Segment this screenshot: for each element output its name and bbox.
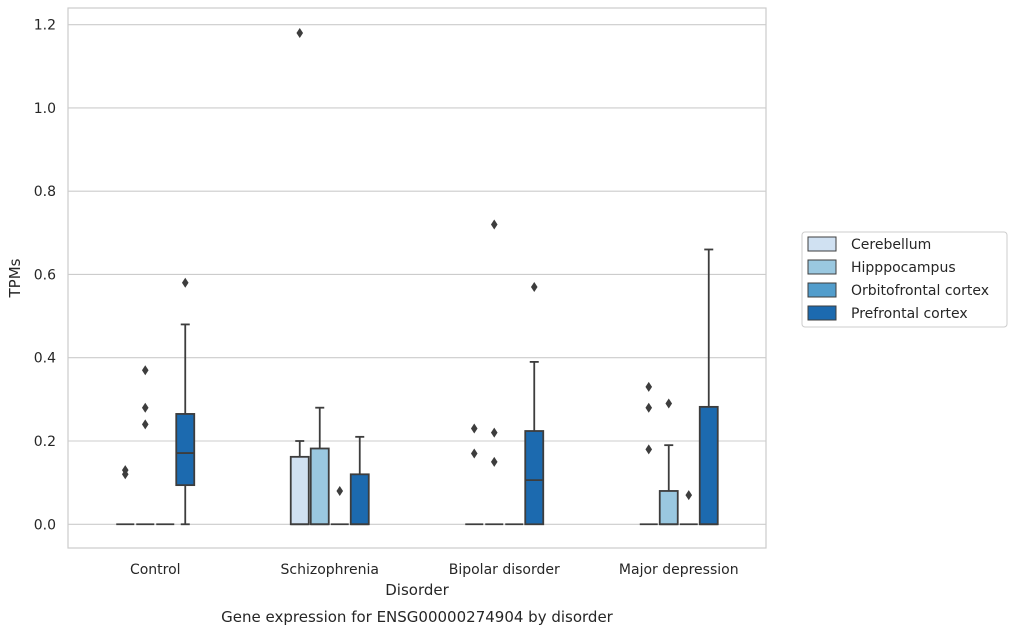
x-tick-label: Bipolar disorder [449,562,560,578]
legend: Cerebellum Hipppocampus Orbitofrontal cort… [801,231,1008,328]
x-axis-label: Disorder [385,581,449,599]
legend-label: Orbitofrontal cortex [851,283,989,299]
box-group [485,219,504,526]
outlier-point [645,381,653,392]
outlier-point [490,427,498,438]
box-group [289,27,310,526]
box-body [698,405,719,526]
box-group [175,277,196,526]
box-body [175,413,196,487]
legend-frame [801,231,1008,328]
outlier-point [141,419,149,430]
legend-label: Prefrontal cortex [851,306,968,322]
x-tick-labels: Control Schizophrenia Bipolar disorder Majo… [130,562,739,578]
x-tick-label: Control [130,562,181,578]
axes-frame [67,7,767,549]
box-group [524,281,545,526]
box-group [679,490,698,526]
chart-caption: Gene expression for ENSG00000274904 by d… [221,608,614,626]
box-body [309,447,330,526]
outlier-point [645,444,653,455]
x-tick-label: Schizophrenia [281,562,379,578]
box-group [349,435,370,526]
legend-label: Hipppocampus [851,260,956,276]
box-group [465,423,484,526]
outlier-point [490,219,498,230]
outlier-point [490,456,498,467]
grid-layer [68,24,766,525]
y-tick-label: 0.6 [34,267,56,283]
outlier-point [336,485,344,496]
box-body [524,430,545,526]
outlier-point [141,365,149,376]
y-tick-label: 0.0 [34,517,56,533]
outlier-point [296,27,304,38]
y-tick-labels: 0.0 0.2 0.4 0.6 0.8 1.0 1.2 [34,18,56,534]
outlier-point [470,423,478,434]
outlier-point [645,402,653,413]
outlier-point [121,469,129,480]
box-group [639,381,658,526]
legend-swatch [807,236,837,252]
outlier-point [530,281,538,292]
box-group [698,248,719,526]
y-tick-label: 1.0 [34,101,56,117]
outlier-point [141,402,149,413]
y-tick-label: 0.2 [34,434,56,450]
box-group [116,465,135,526]
box-group [330,485,349,526]
box-group [658,398,679,526]
outlier-point [470,448,478,459]
box-body [658,490,679,526]
box-layer [116,27,719,526]
box-body [349,473,370,526]
outlier-point [685,490,693,501]
legend-swatch [807,259,837,275]
box-body [289,455,310,526]
box-group [136,365,155,526]
legend-label: Cerebellum [851,237,931,253]
y-axis-label: TPMs [6,258,24,298]
box-group [309,406,330,526]
outlier-point [181,277,189,288]
outlier-point [665,398,673,409]
y-tick-label: 0.4 [34,351,56,367]
x-tick-label: Major depression [619,562,739,578]
legend-swatch [807,282,837,298]
y-tick-label: 0.8 [34,184,56,200]
y-tick-label: 1.2 [34,18,56,34]
legend-swatch [807,305,837,321]
